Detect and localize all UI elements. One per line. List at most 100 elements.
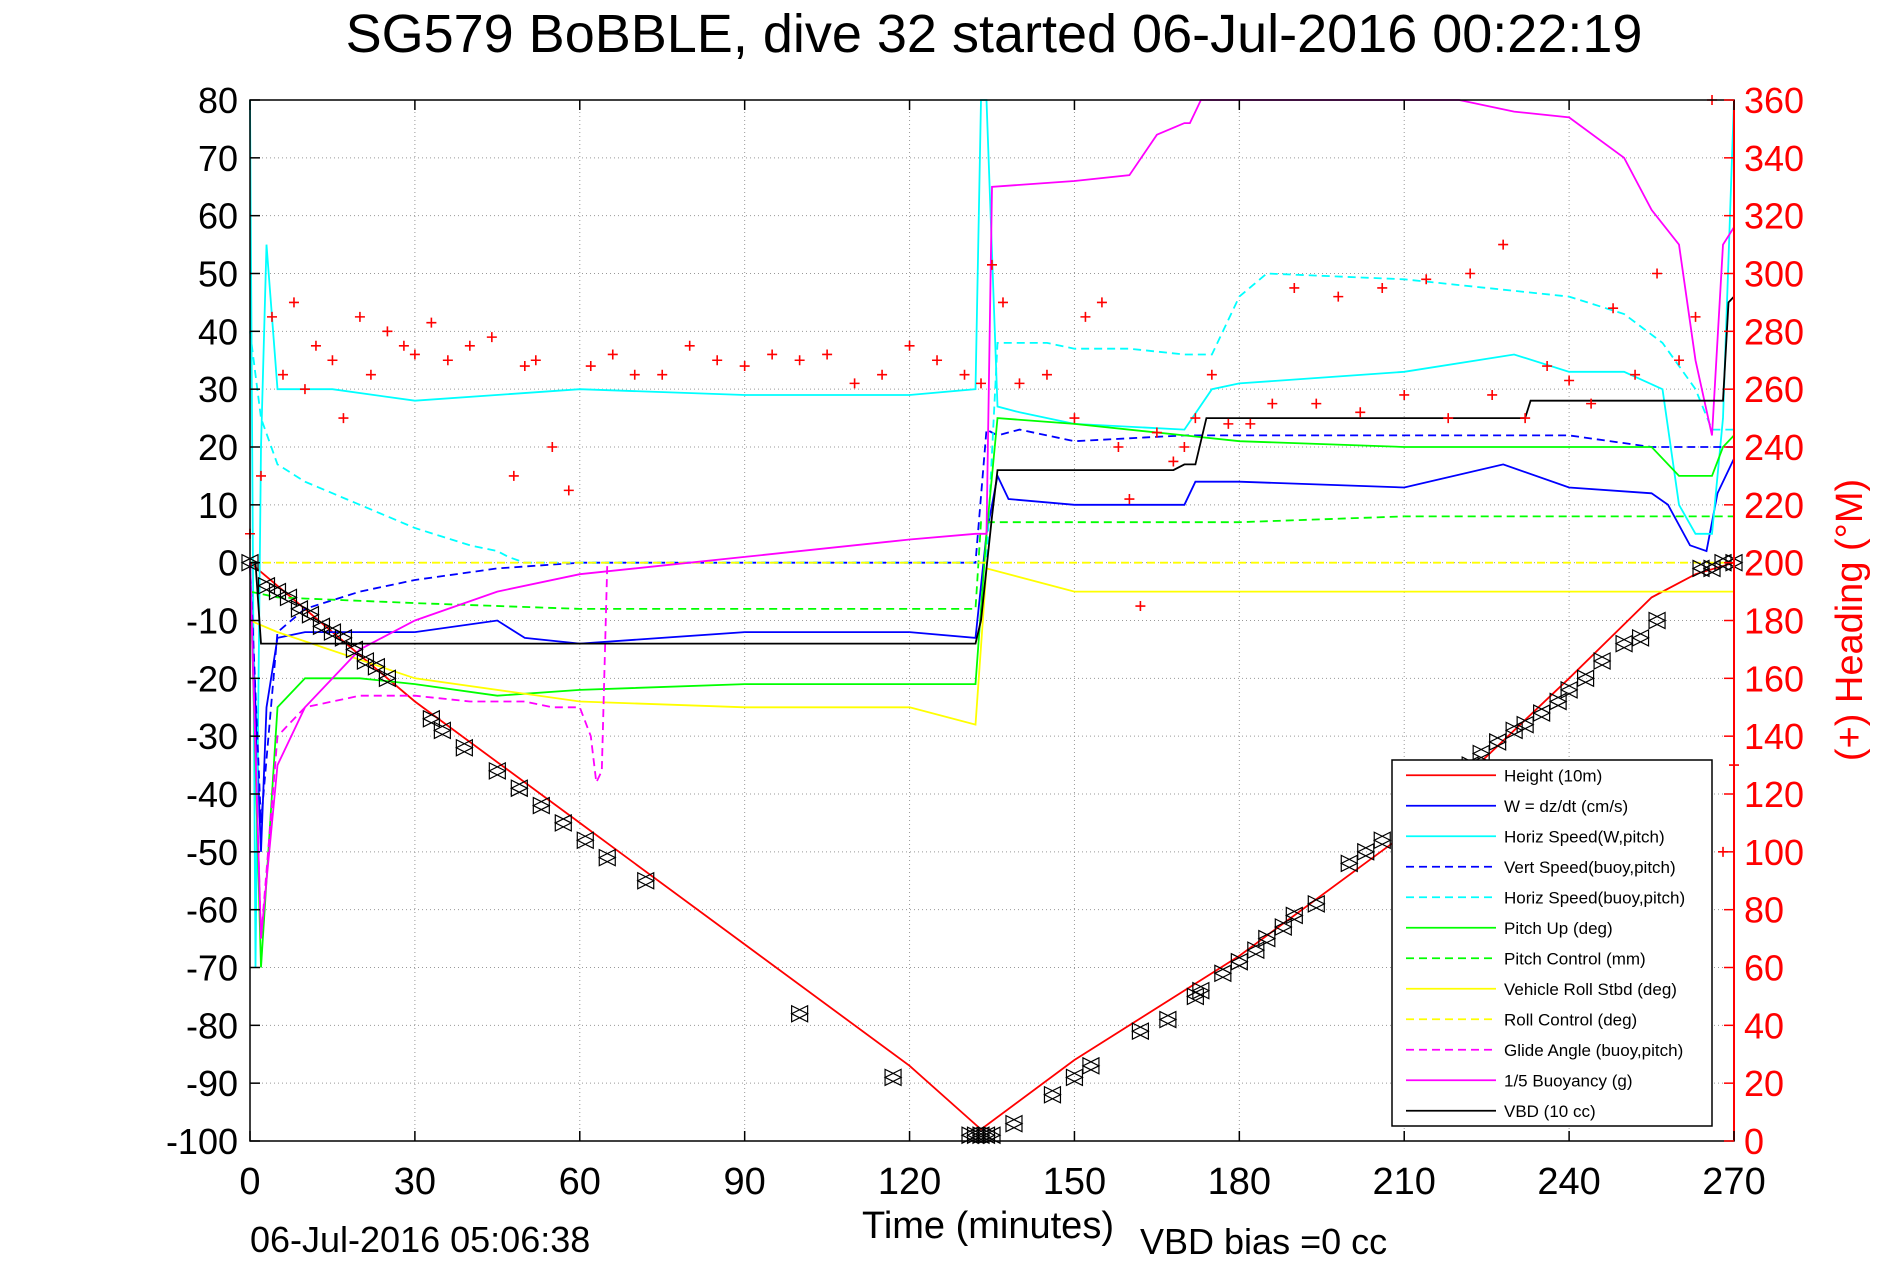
- heading-point: [1652, 268, 1663, 279]
- heading-point: [607, 349, 618, 360]
- heading-point: [1069, 413, 1080, 424]
- x-tick-label: 180: [1208, 1161, 1271, 1203]
- depth-marker: [790, 1004, 809, 1023]
- x-tick-label: 120: [878, 1161, 941, 1203]
- depth-marker: [1372, 831, 1391, 850]
- y-left-tick-label: -10: [186, 601, 238, 642]
- depth-marker: [455, 738, 473, 757]
- depth-marker: [422, 709, 440, 728]
- x-axis: 0 30 60 90 120 150 180 210 240 270: [239, 100, 1766, 1203]
- heading-point: [1179, 442, 1190, 452]
- y-right-tick-label: 40: [1744, 1005, 1784, 1046]
- x-tick-label: 0: [239, 1161, 260, 1203]
- depth-marker: [1246, 941, 1265, 960]
- y-left-tick-label: 60: [198, 196, 238, 237]
- x-tick-label: 210: [1373, 1161, 1436, 1203]
- heading-point: [585, 361, 596, 372]
- y-right-tick-label: 140: [1744, 716, 1804, 757]
- legend-label: Pitch Control (mm): [1504, 949, 1646, 968]
- heading-point: [1586, 398, 1597, 409]
- heading-point: [266, 311, 277, 322]
- depth-marker: [334, 628, 353, 647]
- series-line: [249, 561, 1735, 1131]
- legend: Height (10m) W = dz/dt (cm/s) Horiz Speed(…: [1391, 759, 1713, 1127]
- heading-point: [486, 332, 497, 343]
- heading-point: [1542, 361, 1553, 372]
- y-axis-right: 3603403203002802602402202001801601401201…: [1724, 80, 1804, 1162]
- heading-point: [1399, 389, 1410, 400]
- heading-point: [976, 378, 987, 389]
- heading-point: [712, 355, 723, 366]
- heading-point: [563, 485, 574, 496]
- heading-point: [365, 369, 376, 380]
- heading-point: [354, 311, 365, 322]
- x-tick-label: 60: [559, 1161, 601, 1203]
- y-right-tick-label: 180: [1744, 601, 1804, 642]
- heading-point: [1520, 413, 1531, 424]
- heading-point: [877, 369, 888, 380]
- heading-point: [959, 369, 970, 380]
- depth-marker: [1257, 929, 1276, 948]
- y-left-tick-label: 70: [198, 138, 238, 179]
- heading-point: [464, 340, 475, 351]
- heading-point: [519, 361, 530, 372]
- depth-marker: [509, 779, 528, 798]
- depth-marker: [1559, 680, 1578, 699]
- heading-point: [1564, 375, 1575, 386]
- heading-point: [508, 470, 519, 481]
- heading-point: [1168, 456, 1179, 467]
- y-right-tick-label: 260: [1744, 369, 1804, 410]
- x-tick-label: 90: [724, 1161, 766, 1203]
- heading-point: [530, 355, 541, 366]
- legend-label: Glide Angle (buoy,pitch): [1504, 1041, 1683, 1060]
- legend-label: Horiz Speed(W,pitch): [1504, 827, 1665, 846]
- depth-marker: [1548, 692, 1567, 711]
- series-line: [249, 515, 1734, 610]
- y-left-tick-label: 80: [198, 80, 238, 121]
- depth-marker: [1691, 559, 1710, 578]
- heading-point: [255, 470, 266, 481]
- depth-marker: [1284, 906, 1303, 925]
- heading-point: [277, 369, 288, 380]
- depth-marker: [279, 588, 298, 607]
- x-tick-label: 270: [1702, 1161, 1765, 1203]
- y-right-tick-label: 120: [1744, 774, 1804, 815]
- heading-point: [1377, 282, 1388, 293]
- y-left-tick-label: -20: [186, 658, 238, 699]
- heading-point: [442, 355, 453, 366]
- x-tick-label: 150: [1043, 1161, 1106, 1203]
- heading-point: [288, 297, 299, 308]
- x-tick-label: 240: [1537, 1161, 1600, 1203]
- depth-marker: [1532, 704, 1551, 723]
- heading-point: [794, 355, 805, 366]
- y-left-tick-label: 20: [198, 427, 238, 468]
- heading-point: [1443, 413, 1454, 424]
- heading-point: [932, 355, 943, 366]
- depth-marker: [1471, 744, 1490, 763]
- heading-point: [1674, 355, 1685, 366]
- legend-label: 1/5 Buoyancy (g): [1504, 1071, 1633, 1090]
- y-left-tick-label: 0: [218, 543, 238, 584]
- y-axis-right-label: (+) Heading (°M): [1829, 479, 1871, 761]
- depth-marker: [301, 605, 320, 624]
- y-right-tick-label: 320: [1744, 196, 1804, 237]
- heading-point: [997, 297, 1008, 308]
- heading-point: [1206, 369, 1217, 380]
- depth-marker: [883, 1068, 902, 1087]
- depth-marker: [367, 657, 386, 676]
- y-right-tick-label: 240: [1744, 427, 1804, 468]
- heading-point: [1487, 389, 1498, 400]
- heading-point: [657, 369, 668, 380]
- y-left-tick-label: -90: [186, 1063, 238, 1104]
- heading-point: [1190, 413, 1201, 424]
- depth-marker: [1229, 952, 1248, 971]
- series-line: [250, 295, 1735, 645]
- heading-point: [1690, 311, 1701, 322]
- y-right-tick-label: 60: [1744, 948, 1784, 989]
- series-line: [249, 99, 1735, 939]
- heading-point: [1333, 291, 1344, 302]
- depth-marker: [1339, 854, 1358, 873]
- heading-point: [338, 413, 349, 424]
- y-left-tick-label: 50: [198, 254, 238, 295]
